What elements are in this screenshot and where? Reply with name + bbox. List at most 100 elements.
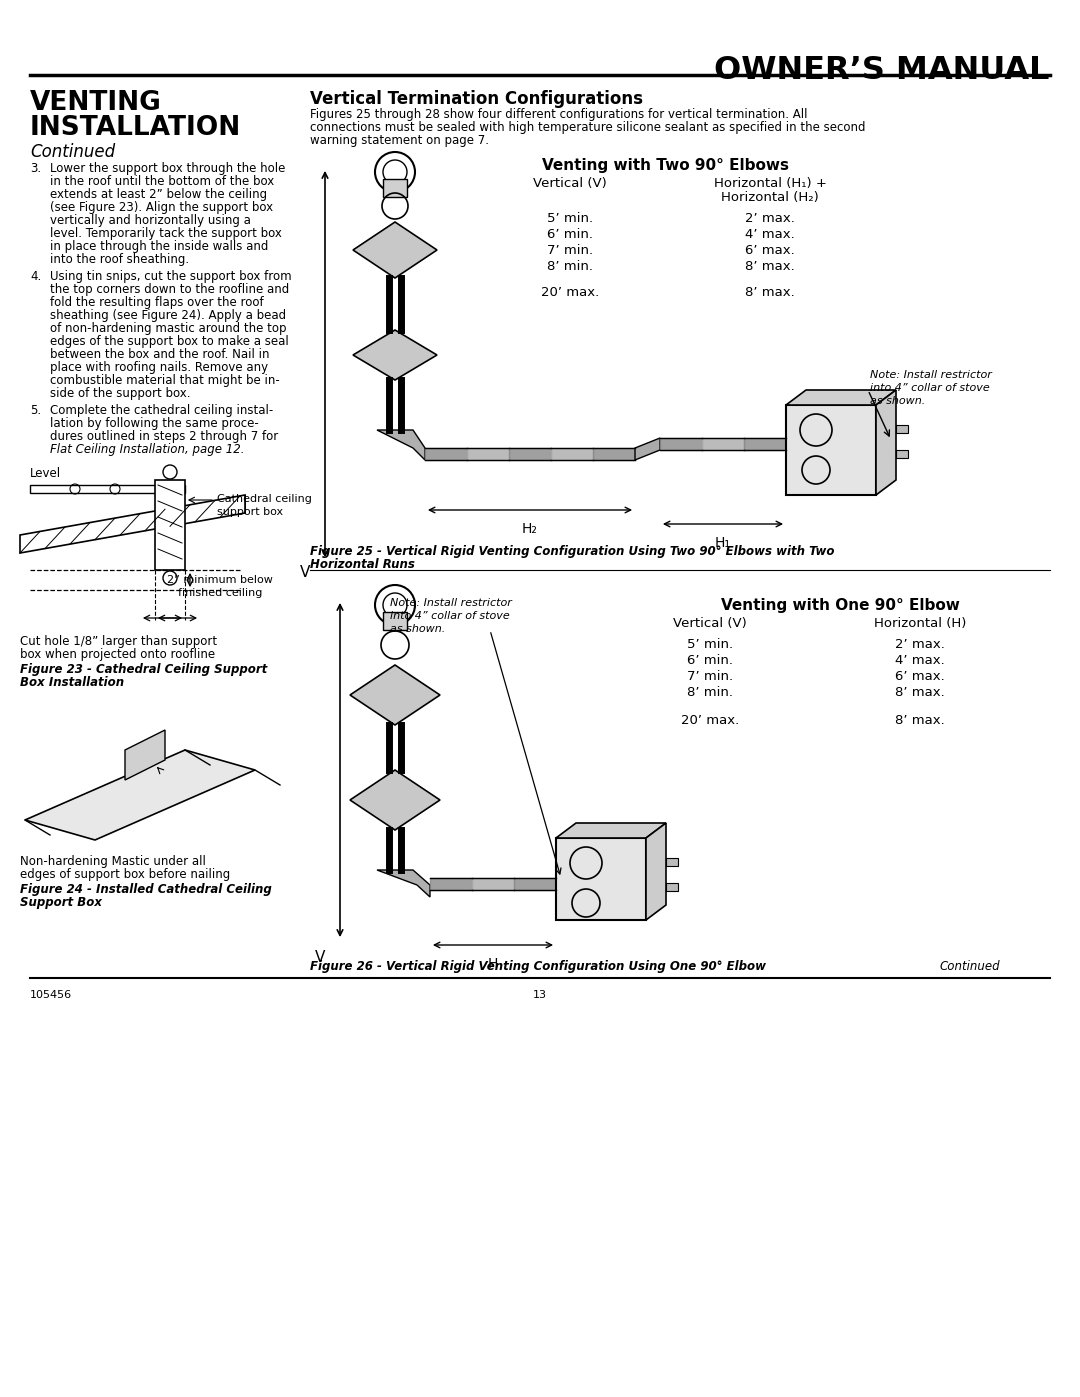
Polygon shape [125, 731, 165, 780]
Text: 20’ max.: 20’ max. [541, 286, 599, 299]
Polygon shape [514, 877, 556, 890]
Text: Flat Ceiling Installation, page 12.: Flat Ceiling Installation, page 12. [50, 443, 244, 455]
Text: V: V [314, 950, 325, 965]
Text: Vertical (V): Vertical (V) [534, 177, 607, 190]
Text: Horizontal Runs: Horizontal Runs [310, 557, 415, 571]
Text: Non-hardening Mastic under all: Non-hardening Mastic under all [21, 855, 206, 868]
Text: (see Figure 23). Align the support box: (see Figure 23). Align the support box [50, 201, 273, 214]
Text: 13: 13 [534, 990, 546, 1000]
Text: support box: support box [217, 507, 283, 517]
Polygon shape [660, 439, 702, 450]
Bar [383, 612, 407, 630]
Text: vertically and horizontally using a: vertically and horizontally using a [50, 214, 251, 226]
Text: 4.: 4. [30, 270, 41, 284]
Text: 8’ min.: 8’ min. [687, 686, 733, 698]
Polygon shape [702, 439, 744, 450]
Polygon shape [556, 823, 666, 838]
Bar [156, 481, 185, 570]
Bar [786, 405, 876, 495]
Text: finished ceiling: finished ceiling [178, 588, 262, 598]
Text: Box Installation: Box Installation [21, 676, 124, 689]
Text: 105456: 105456 [30, 990, 72, 1000]
Polygon shape [350, 770, 440, 830]
Text: Cathedral ceiling: Cathedral ceiling [217, 495, 312, 504]
Polygon shape [21, 495, 245, 553]
Text: 8’ max.: 8’ max. [895, 686, 945, 698]
Bar [556, 838, 646, 921]
Text: Vertical Termination Configurations: Vertical Termination Configurations [310, 89, 643, 108]
Text: Figures 25 through 28 show four different configurations for vertical terminatio: Figures 25 through 28 show four differen… [310, 108, 808, 122]
Text: 6’ max.: 6’ max. [745, 244, 795, 257]
Polygon shape [25, 750, 255, 840]
Text: OWNER’S MANUAL: OWNER’S MANUAL [715, 54, 1050, 87]
Text: Lower the support box through the hole: Lower the support box through the hole [50, 162, 285, 175]
Text: place with roofing nails. Remove any: place with roofing nails. Remove any [50, 360, 268, 374]
Text: fold the resulting flaps over the roof: fold the resulting flaps over the roof [50, 296, 264, 309]
Text: into the roof sheathing.: into the roof sheathing. [50, 253, 189, 265]
Text: Level: Level [30, 467, 62, 481]
Bar [383, 179, 407, 197]
Bar [30, 485, 185, 493]
Bar [896, 450, 908, 458]
Text: Cut hole 1/8” larger than support: Cut hole 1/8” larger than support [21, 636, 217, 648]
Text: 2” minimum below: 2” minimum below [167, 576, 273, 585]
Text: Note: Install restrictor: Note: Install restrictor [870, 370, 991, 380]
Text: 8’ max.: 8’ max. [745, 286, 795, 299]
Text: Note: Install restrictor: Note: Install restrictor [390, 598, 512, 608]
Polygon shape [353, 330, 437, 380]
Text: edges of support box before nailing: edges of support box before nailing [21, 868, 230, 882]
Text: H₁: H₁ [715, 536, 731, 550]
Text: as shown.: as shown. [870, 395, 926, 407]
Text: Figure 23 - Cathedral Ceiling Support: Figure 23 - Cathedral Ceiling Support [21, 664, 267, 676]
Text: Support Box: Support Box [21, 895, 102, 909]
Text: V: V [299, 564, 310, 580]
Text: into 4” collar of stove: into 4” collar of stove [870, 383, 989, 393]
Text: in the roof until the bottom of the box: in the roof until the bottom of the box [50, 175, 274, 189]
Text: 6’ min.: 6’ min. [546, 228, 593, 242]
Text: 5.: 5. [30, 404, 41, 416]
Text: dures outlined in steps 2 through 7 for: dures outlined in steps 2 through 7 for [50, 430, 279, 443]
Polygon shape [467, 448, 509, 460]
Text: 2’ max.: 2’ max. [895, 638, 945, 651]
Text: H: H [488, 957, 498, 971]
Polygon shape [744, 439, 786, 450]
Polygon shape [350, 665, 440, 725]
Text: Complete the cathedral ceiling instal-: Complete the cathedral ceiling instal- [50, 404, 273, 416]
Text: 8’ max.: 8’ max. [745, 260, 795, 272]
Polygon shape [593, 448, 635, 460]
Polygon shape [876, 390, 896, 495]
Polygon shape [509, 448, 551, 460]
Text: Using tin snips, cut the support box from: Using tin snips, cut the support box fro… [50, 270, 292, 284]
Text: INSTALLATION: INSTALLATION [30, 115, 241, 141]
Text: 5’ min.: 5’ min. [546, 212, 593, 225]
Text: Figure 26 - Vertical Rigid Venting Configuration Using One 90° Elbow: Figure 26 - Vertical Rigid Venting Confi… [310, 960, 766, 972]
Text: Horizontal (H₁) +: Horizontal (H₁) + [714, 177, 826, 190]
Text: Vertical (V): Vertical (V) [673, 617, 747, 630]
Text: Figure 24 - Installed Cathedral Ceiling: Figure 24 - Installed Cathedral Ceiling [21, 883, 272, 895]
Text: Venting with One 90° Elbow: Venting with One 90° Elbow [720, 598, 959, 613]
Text: 2’ max.: 2’ max. [745, 212, 795, 225]
Bar [666, 883, 678, 891]
Text: between the box and the roof. Nail in: between the box and the roof. Nail in [50, 348, 270, 360]
Text: 3.: 3. [30, 162, 41, 175]
Text: the top corners down to the roofline and: the top corners down to the roofline and [50, 284, 289, 296]
Text: extends at least 2” below the ceiling: extends at least 2” below the ceiling [50, 189, 267, 201]
Text: Horizontal (H): Horizontal (H) [874, 617, 967, 630]
Polygon shape [472, 877, 514, 890]
Text: sheathing (see Figure 24). Apply a bead: sheathing (see Figure 24). Apply a bead [50, 309, 286, 321]
Text: level. Temporarily tack the support box: level. Temporarily tack the support box [50, 226, 282, 240]
Text: lation by following the same proce-: lation by following the same proce- [50, 416, 259, 430]
Text: 7’ min.: 7’ min. [687, 671, 733, 683]
Text: warning statement on page 7.: warning statement on page 7. [310, 134, 489, 147]
Polygon shape [786, 390, 896, 405]
Text: box when projected onto roofline: box when projected onto roofline [21, 648, 215, 661]
Text: Figure 25 - Vertical Rigid Venting Configuration Using Two 90° Elbows with Two: Figure 25 - Vertical Rigid Venting Confi… [310, 545, 835, 557]
Text: Venting with Two 90° Elbows: Venting with Two 90° Elbows [541, 158, 788, 173]
Text: Continued: Continued [940, 960, 1001, 972]
Text: as shown.: as shown. [390, 624, 445, 634]
Text: Horizontal (H₂): Horizontal (H₂) [721, 191, 819, 204]
Text: into 4” collar of stove: into 4” collar of stove [390, 610, 510, 622]
Text: 4’ max.: 4’ max. [745, 228, 795, 242]
Polygon shape [377, 430, 426, 460]
Text: of non-hardening mastic around the top: of non-hardening mastic around the top [50, 321, 286, 335]
